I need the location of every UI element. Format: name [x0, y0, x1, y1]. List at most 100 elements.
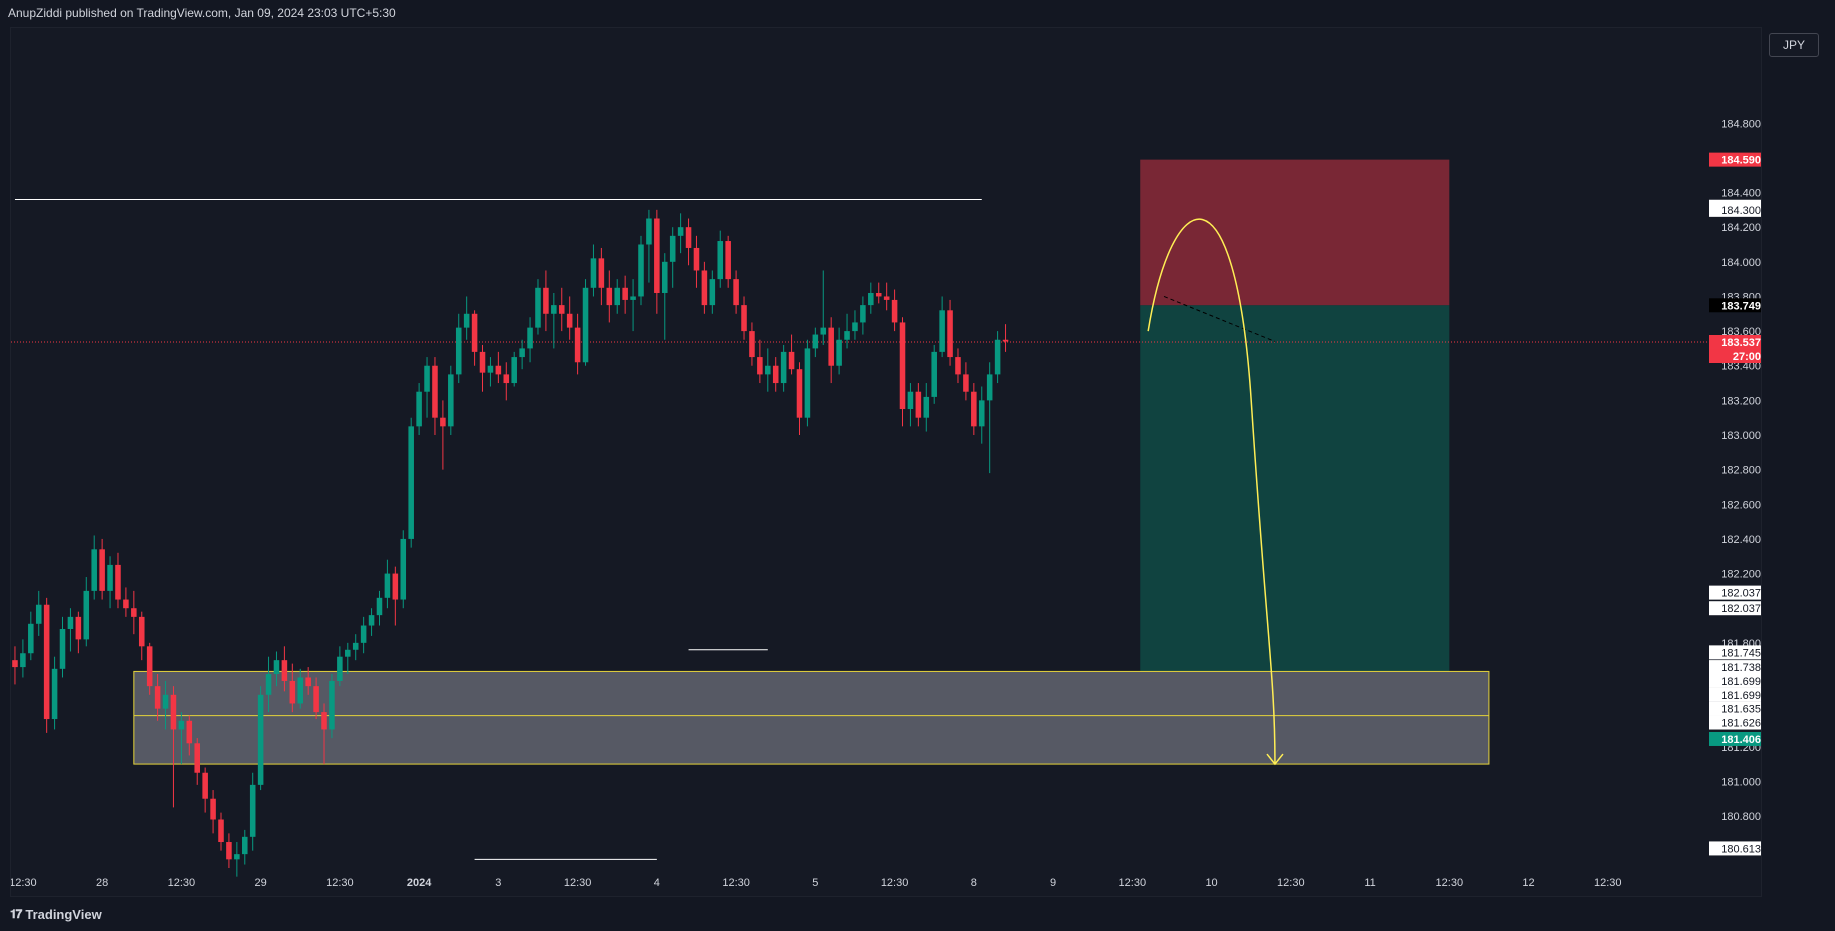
- candle: [503, 362, 510, 401]
- candle: [170, 686, 177, 808]
- price-axis-label-text: 183.537: [1721, 337, 1761, 349]
- candle: [891, 289, 898, 332]
- candle: [83, 577, 90, 647]
- candle-body: [891, 299, 898, 323]
- candle-body: [91, 549, 97, 591]
- candle: [162, 680, 169, 730]
- candle: [519, 339, 525, 370]
- candle-body: [749, 331, 755, 358]
- candle: [955, 348, 961, 384]
- candle: [899, 317, 906, 427]
- candle: [574, 313, 581, 375]
- publisher-header: AnupZiddi published on TradingView.com, …: [8, 6, 396, 20]
- candle-body: [947, 310, 953, 358]
- candle: [337, 646, 343, 687]
- candle-body: [733, 279, 739, 306]
- candle: [733, 270, 739, 314]
- candle: [329, 674, 335, 739]
- candle-body: [99, 549, 105, 591]
- price-axis-label-box: [1709, 687, 1761, 702]
- currency-button[interactable]: JPY: [1769, 33, 1819, 57]
- candle: [352, 634, 359, 661]
- candle-body: [495, 365, 502, 375]
- candle-body: [83, 590, 90, 640]
- candle: [646, 209, 652, 283]
- tradingview-footer[interactable]: 𝟏𝟕 TradingView: [10, 904, 102, 924]
- price-axis-label: 181.406: [1709, 731, 1761, 746]
- price-axis-label-text: 184.300: [1721, 205, 1761, 217]
- candle-body: [67, 616, 74, 629]
- candle: [360, 616, 367, 654]
- candle: [123, 587, 129, 617]
- candle: [75, 611, 82, 654]
- time-tick-label: 12:30: [564, 877, 592, 889]
- candle: [701, 261, 708, 314]
- candle-body: [868, 292, 874, 306]
- candle: [345, 642, 351, 675]
- candle-body: [75, 616, 82, 640]
- candle: [440, 400, 446, 470]
- candle-body: [566, 313, 573, 328]
- candle: [297, 668, 304, 709]
- candle: [131, 590, 137, 635]
- candle: [218, 812, 224, 851]
- candle: [527, 317, 533, 363]
- price-chart[interactable]: 180.800181.000181.200181.400181.600181.8…: [11, 28, 1761, 896]
- candle: [400, 530, 407, 609]
- candle: [606, 270, 613, 323]
- price-axis-label-box: [1709, 585, 1761, 600]
- candle-body: [836, 339, 842, 366]
- candle-body: [384, 573, 391, 598]
- candle-body: [138, 616, 145, 647]
- candle-body: [51, 668, 58, 720]
- candle-body: [717, 241, 724, 280]
- candle: [598, 247, 605, 306]
- candle-body: [218, 819, 224, 843]
- candle: [551, 292, 557, 349]
- price-axis-label-text: 181.745: [1721, 647, 1761, 659]
- candle-body: [693, 247, 700, 271]
- candle: [796, 362, 803, 436]
- candle: [875, 282, 882, 304]
- candle-body: [558, 305, 565, 314]
- candle: [709, 270, 716, 314]
- candle: [622, 275, 628, 314]
- chart-area[interactable]: 180.800181.000181.200181.400181.600181.8…: [10, 27, 1762, 897]
- candle-body: [820, 327, 827, 335]
- candle-body: [376, 597, 383, 616]
- candle: [51, 656, 58, 730]
- candle-body: [511, 357, 517, 384]
- candle-body: [313, 686, 319, 713]
- time-tick-label: 11: [1364, 877, 1375, 889]
- candle-body: [923, 396, 930, 418]
- price-axis-label: 181.626: [1709, 715, 1761, 730]
- candle: [495, 351, 502, 384]
- candle-body: [1002, 339, 1009, 342]
- candle-body: [392, 573, 399, 600]
- candle: [20, 639, 26, 678]
- candle: [273, 651, 280, 687]
- candle-body: [487, 365, 494, 373]
- candle: [202, 767, 208, 813]
- price-tick-label: 183.400: [1721, 361, 1761, 373]
- candle-body: [242, 836, 248, 855]
- price-axis-label-text: 180.613: [1721, 843, 1761, 855]
- price-axis-label-text: 182.037: [1721, 603, 1761, 615]
- price-axis-label-box: [1709, 335, 1761, 350]
- candle-body: [194, 743, 200, 773]
- price-tick-label: 182.400: [1721, 534, 1761, 546]
- candle: [455, 313, 462, 384]
- candle-body: [503, 374, 510, 384]
- candle-body: [360, 625, 367, 643]
- candle: [289, 663, 296, 713]
- time-tick-label: 9: [1050, 877, 1056, 889]
- candle-body: [123, 599, 129, 609]
- price-axis-label: 181.745: [1709, 645, 1761, 660]
- candle-body: [273, 660, 280, 675]
- candle: [868, 282, 874, 314]
- price-axis-label-text: 27:00: [1733, 351, 1761, 363]
- candle-body: [963, 374, 969, 392]
- candle-body: [582, 287, 589, 363]
- candle-body: [875, 292, 882, 297]
- price-axis-label-box: [1709, 298, 1761, 313]
